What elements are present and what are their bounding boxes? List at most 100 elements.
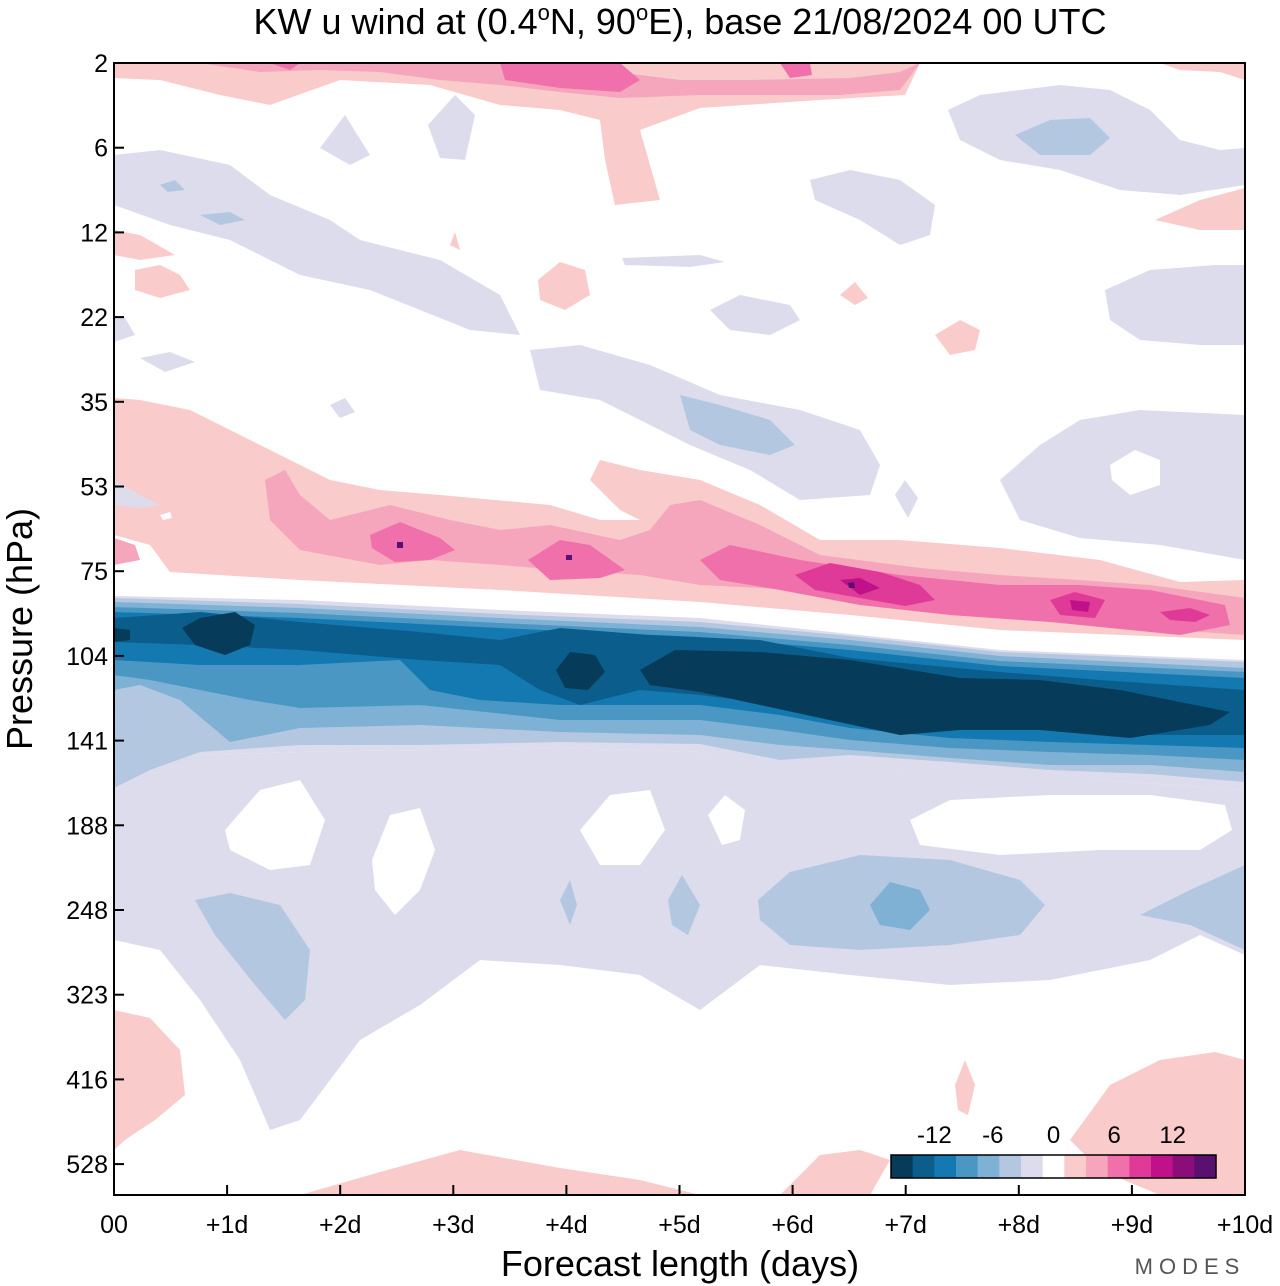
x-tick-label: +7d [884,1211,926,1239]
title-part-3: E), base 21/08/2024 00 UTC [648,1,1106,42]
contour-neg3-strat-11 [140,352,195,372]
contour-pos12-upper [795,563,1210,622]
colorbar-swatch [956,1155,979,1178]
x-tick-label: +1d [206,1211,248,1239]
contour-hole-4 [708,795,745,845]
x-axis: 00 +1d +2d +3d +4d +5d +6d +7d +8d +9d +10d [100,1185,1273,1239]
y-tick-label: 528 [66,1151,108,1179]
contour-neg6-strat-3 [200,212,245,225]
colorbar: -12 -6 0 6 12 [890,1122,1217,1179]
colorbar-swatch [1086,1155,1109,1178]
chart-title: KW u wind at (0.4oN, 90oE), base 21/08/2… [254,0,1107,42]
contour-hole-2 [372,808,435,915]
contour-neg6-lower-3 [1140,865,1245,950]
y-tick-label: 188 [66,812,108,840]
y-tick-label: 2 [94,50,108,78]
colorbar-swatch [977,1155,1000,1178]
colorbar-swatch [1107,1155,1130,1178]
contour-neg6-lower-5 [668,875,700,935]
x-tick-label: +5d [658,1211,700,1239]
y-tick-label: 104 [66,643,108,671]
colorbar-swatch [1129,1155,1152,1178]
contour-pos3-mid-3 [840,282,868,305]
contour-zero-small [160,512,172,520]
contour-hole-strat [1110,450,1160,495]
y-tick-label: 141 [66,728,108,756]
plot-area [114,63,1245,1195]
contour-neg3-strat-5 [810,170,935,245]
contour-neg3-strat-10 [114,480,160,508]
colorbar-swatch [1042,1155,1065,1178]
colorbar-frame [890,1154,1217,1179]
contour-neg6-lower-1 [195,893,310,1020]
y-tick-label: 248 [66,897,108,925]
y-tick-label: 53 [80,474,108,502]
y-tick-label: 6 [94,135,108,163]
y-tick-label: 323 [66,982,108,1010]
brand-logo: MODES [1135,1254,1246,1279]
colorbar-swatch [1151,1155,1174,1178]
x-tick-label: 00 [100,1211,128,1239]
contour-pos9-top [270,63,812,92]
contour-pos3-mid-4 [450,232,460,250]
contour-pos3-left-2 [135,265,190,298]
colorbar-tick-label: 12 [1159,1122,1186,1149]
contour-neg3-strat-7 [710,295,800,335]
colorbar-tick-label: -12 [917,1122,952,1149]
y-tick-label: 22 [80,304,108,332]
y-axis: 2 6 12 22 35 53 75 104 141 188 248 323 416 528 [66,50,124,1179]
colorbar-swatch [934,1155,957,1178]
contour-neg6-lower-4 [560,880,577,925]
colorbar-tick-label: 0 [1047,1122,1060,1149]
y-axis-label: Pressure (hPa) [0,508,40,750]
x-tick-label: +8d [998,1211,1040,1239]
degree-mark-2: o [636,0,648,25]
contour-neg3-strat-13 [895,480,918,518]
contour-neg3-strat-9 [428,95,475,160]
colorbar-swatch [1021,1155,1044,1178]
contour-pos3-left-1 [114,230,175,260]
contour-neg3-strat-12 [330,398,355,418]
contour-neg21-jet-4 [640,650,1230,738]
contour-pos6-upper-left [114,538,140,565]
contour-hole-5 [910,795,1232,855]
x-tick-label: +3d [432,1211,474,1239]
contour-pos3-right [1155,188,1245,230]
contour-neg3-strat-14 [622,255,725,267]
contour-neg9-lower [870,882,930,930]
contour-neg3-strat-1 [114,150,520,335]
contour-zero-gap [114,590,1245,660]
x-tick-label: +10d [1217,1211,1273,1239]
contour-pos3-mid-2 [935,320,980,355]
contour-neg6-strat-4 [160,180,185,192]
x-tick-label: +4d [545,1211,587,1239]
contour-neg21-jet-1 [114,628,130,642]
contour-neg3-strat-15 [114,318,135,342]
degree-mark-1: o [538,0,550,25]
contour-hole-3 [580,790,665,865]
contour-pos3-bottom [300,1150,700,1195]
contour-pos3-mid-1 [538,262,590,310]
x-tick-label: +9d [1111,1211,1153,1239]
x-tick-label: +6d [771,1211,813,1239]
colorbar-tick-label: -6 [982,1122,1003,1149]
title-part-2: N, 90 [550,1,636,42]
contour-pos3-lowleft [114,1010,185,1150]
colorbar-swatch [891,1155,914,1178]
y-tick-label: 35 [80,389,108,417]
contour-neg3-strat-8 [320,115,370,165]
contour-neg3-strat-6 [1105,265,1245,345]
contour-pos15-upper [840,578,1090,612]
colorbar-swatch [999,1155,1022,1178]
contour-pos3-small-bottom [780,1150,890,1195]
contour-pos3-spike [955,1060,975,1115]
colorbar-swatch [1172,1155,1195,1178]
colorbar-tick-label: 6 [1107,1122,1120,1149]
contour-neg21-jet-3 [556,652,605,690]
contour-neg6-strat-1 [680,395,795,455]
colorbar-swatch [912,1155,935,1178]
title-part-1: KW u wind at (0.4 [254,1,538,42]
x-axis-label: Forecast length (days) [501,1243,859,1284]
y-tick-label: 75 [80,558,108,586]
